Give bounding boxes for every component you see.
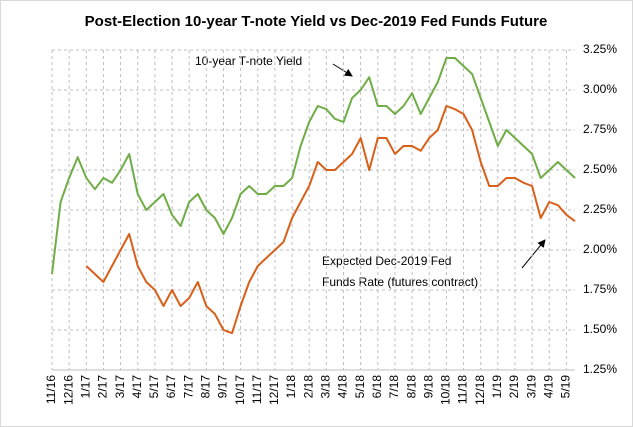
- series-line: [51, 57, 576, 275]
- x-tick-label: 4/17: [130, 375, 144, 399]
- x-tick-label: 6/17: [164, 375, 178, 399]
- x-tick-label: 1/18: [284, 375, 298, 399]
- annotation-arrow: [521, 239, 546, 269]
- x-tick-label: 1/17: [78, 375, 92, 399]
- x-tick-label: 10/17: [233, 375, 247, 405]
- x-tick-label: 2/17: [96, 375, 110, 399]
- x-tick-label: 2/19: [507, 375, 521, 399]
- x-tick-label: 8/17: [198, 375, 212, 399]
- series-line: [85, 105, 576, 335]
- x-tick-label: 12/18: [473, 375, 487, 405]
- x-tick-label: 3/18: [319, 375, 333, 399]
- x-tick-label: 3/17: [113, 375, 127, 399]
- y-tick-label: 1.50%: [583, 322, 617, 336]
- y-tick-label: 2.75%: [583, 122, 617, 136]
- x-tick-label: 10/18: [439, 375, 453, 405]
- x-tick-label: 11/18: [456, 375, 470, 404]
- x-tick-label: 4/19: [541, 375, 555, 399]
- annotation-arrow: [332, 63, 353, 77]
- y-tick-label: 2.50%: [583, 162, 617, 176]
- x-tick-label: 7/18: [387, 375, 401, 399]
- x-tick-label: 2/18: [301, 375, 315, 399]
- x-tick-label: 1/19: [490, 375, 504, 399]
- x-tick-label: 5/18: [353, 375, 367, 399]
- x-tick-label: 6/18: [370, 375, 384, 399]
- x-tick-label: 12/16: [61, 375, 75, 405]
- annotation: 10-year T-note Yield: [195, 54, 302, 68]
- x-tick-label: 5/19: [559, 375, 573, 399]
- x-tick-label: 8/18: [404, 375, 418, 399]
- x-tick-label: 11/17: [250, 375, 264, 404]
- x-tick-label: 11/16: [44, 375, 58, 404]
- x-tick-label: 3/19: [524, 375, 538, 399]
- y-tick-label: 2.25%: [583, 202, 617, 216]
- y-tick-label: 1.75%: [583, 282, 617, 296]
- x-tick-label: 9/18: [421, 375, 435, 399]
- annotation: Funds Rate (futures contract): [322, 275, 478, 289]
- y-tick-label: 3.00%: [583, 82, 617, 96]
- x-tick-label: 9/17: [216, 375, 230, 399]
- chart-title: Post-Election 10-year T-note Yield vs De…: [85, 13, 548, 30]
- annotation: Expected Dec-2019 Fed: [322, 254, 451, 268]
- x-tick-label: 12/17: [267, 375, 281, 405]
- x-tick-label: 4/18: [336, 375, 350, 399]
- y-tick-label: 2.00%: [583, 242, 617, 256]
- y-tick-label: 3.25%: [583, 42, 617, 56]
- y-tick-label: 1.25%: [583, 362, 617, 376]
- x-tick-label: 7/17: [181, 375, 195, 399]
- x-tick-label: 5/17: [147, 375, 161, 399]
